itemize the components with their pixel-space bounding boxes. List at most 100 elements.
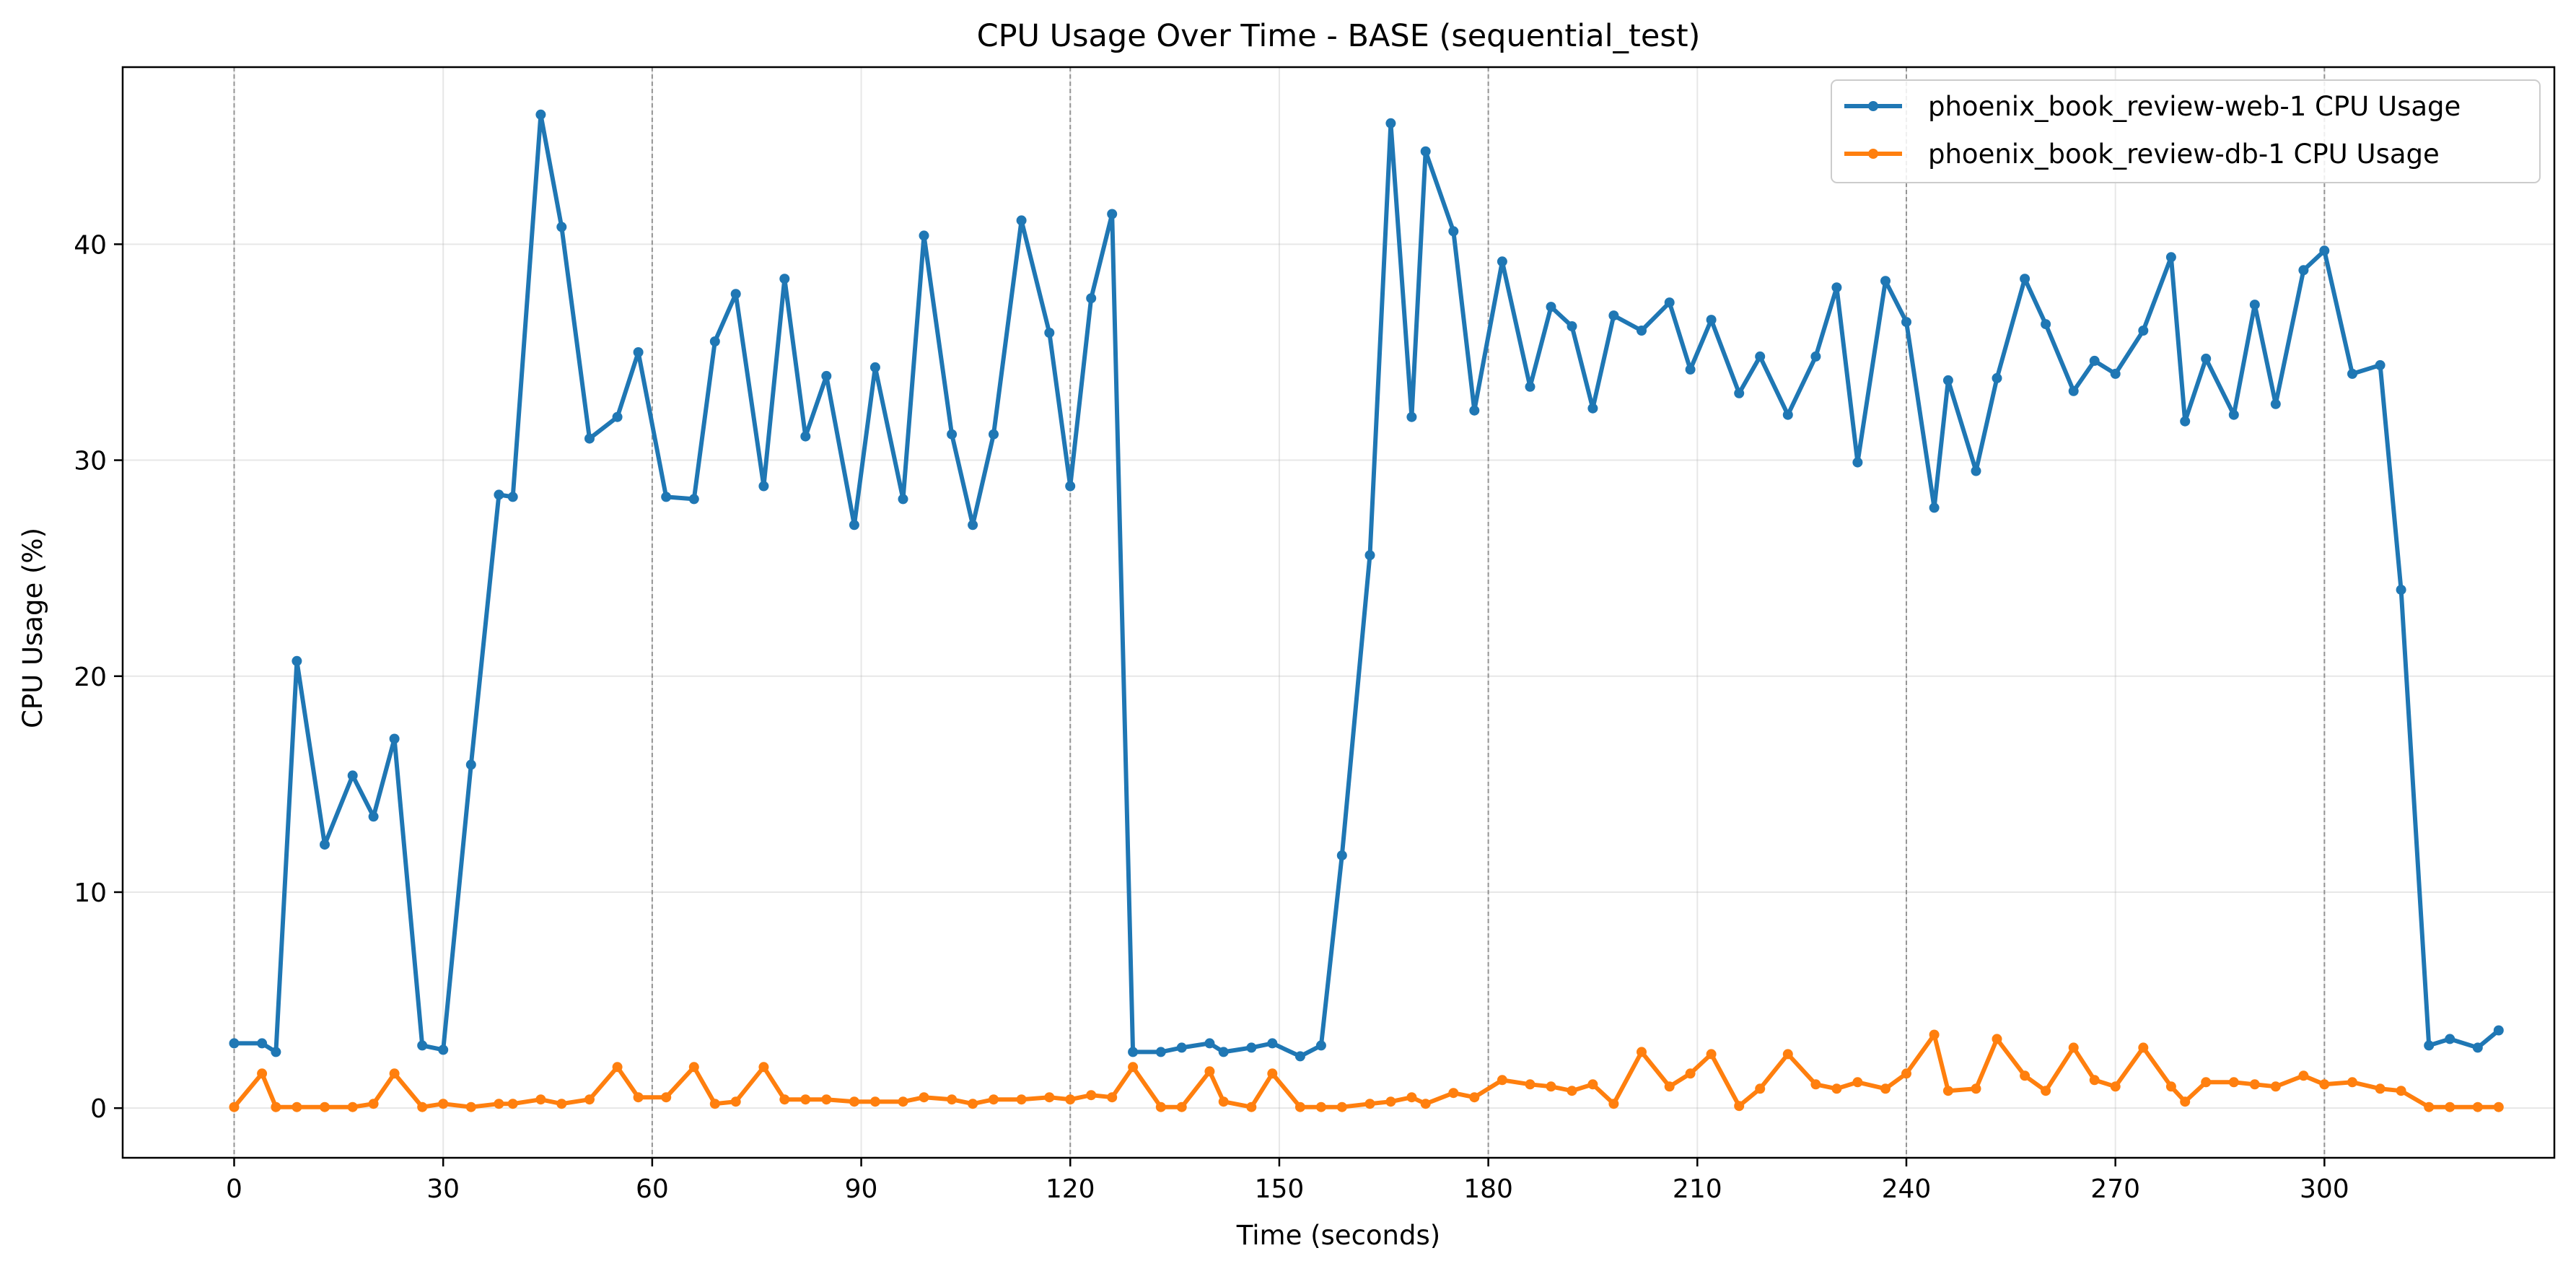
data-point	[633, 1092, 644, 1103]
data-point	[1992, 372, 2002, 383]
data-point	[1204, 1038, 1215, 1049]
y-tick-label: 10	[74, 878, 107, 908]
data-point	[869, 362, 880, 372]
x-tick-label: 180	[1463, 1174, 1513, 1204]
data-point	[1364, 550, 1375, 561]
data-point	[1685, 364, 1696, 375]
data-point	[535, 109, 546, 120]
data-point	[507, 1099, 518, 1109]
data-point	[1810, 351, 1821, 362]
data-point	[1685, 1068, 1696, 1079]
data-point	[1448, 1088, 1459, 1099]
data-point	[730, 289, 741, 300]
data-point	[2424, 1101, 2435, 1112]
y-tick-label: 0	[90, 1094, 107, 1124]
data-point	[2249, 300, 2260, 310]
data-point	[535, 1094, 546, 1105]
data-point	[2445, 1034, 2455, 1044]
legend-marker-web	[1868, 101, 1878, 111]
data-point	[1406, 411, 1417, 422]
data-point	[1469, 405, 1480, 416]
data-point	[2319, 1079, 2330, 1090]
data-point	[1204, 1066, 1215, 1077]
legend-label-web: phoenix_book_review-web-1 CPU Usage	[1928, 91, 2461, 122]
x-tick-label: 60	[636, 1174, 669, 1204]
data-point	[389, 1068, 400, 1079]
data-point	[2089, 355, 2100, 366]
data-point	[1086, 293, 1097, 304]
y-tick-label: 20	[74, 663, 107, 692]
data-point	[229, 1038, 240, 1049]
x-tick-label: 300	[2300, 1174, 2349, 1204]
data-point	[2165, 1081, 2176, 1092]
data-point	[612, 411, 623, 422]
data-point	[1637, 326, 1647, 336]
data-point	[2041, 1086, 2051, 1096]
data-point	[507, 492, 518, 502]
data-point	[1016, 215, 1027, 226]
legend-label-db: phoenix_book_review-db-1 CPU Usage	[1928, 139, 2440, 170]
data-point	[661, 492, 672, 502]
data-point	[1065, 481, 1076, 492]
data-point	[1497, 256, 1507, 267]
data-point	[1315, 1101, 1326, 1112]
data-point	[2138, 326, 2149, 336]
data-point	[1128, 1047, 1139, 1057]
data-point	[1664, 1081, 1675, 1092]
data-point	[1831, 1083, 1842, 1094]
x-tick-label: 210	[1673, 1174, 1722, 1204]
data-point	[919, 230, 929, 241]
data-point	[661, 1092, 672, 1103]
data-point	[1469, 1092, 1480, 1103]
x-tick-label: 30	[426, 1174, 460, 1204]
data-point	[2180, 416, 2191, 427]
data-point	[1706, 1049, 1717, 1060]
data-point	[257, 1068, 268, 1079]
data-point	[1497, 1075, 1507, 1086]
data-point	[1406, 1092, 1417, 1103]
data-point	[1880, 276, 1891, 287]
data-point	[2249, 1079, 2260, 1090]
data-point	[2041, 319, 2051, 330]
data-point	[709, 336, 720, 346]
data-point	[2396, 1086, 2406, 1096]
data-point	[1315, 1040, 1326, 1051]
x-tick-label: 90	[845, 1174, 878, 1204]
data-point	[2020, 1070, 2030, 1081]
data-point	[2319, 245, 2330, 256]
data-point	[1016, 1094, 1027, 1105]
data-point	[1755, 1083, 1766, 1094]
data-point	[1664, 297, 1675, 308]
data-point	[271, 1047, 281, 1057]
data-point	[800, 431, 811, 442]
data-point	[2347, 1077, 2357, 1088]
data-point	[947, 1094, 958, 1105]
plot-area-frame	[121, 66, 2556, 1159]
data-point	[1267, 1068, 1278, 1079]
data-point	[2375, 359, 2386, 370]
data-point	[1246, 1042, 1257, 1053]
data-point	[1294, 1051, 1305, 1062]
data-point	[271, 1101, 281, 1112]
data-point	[347, 1101, 358, 1112]
data-point	[389, 733, 400, 744]
x-axis-label: Time (seconds)	[1236, 1220, 1440, 1251]
y-tick-label: 40	[74, 230, 107, 260]
data-point	[633, 347, 644, 357]
data-point	[709, 1099, 720, 1109]
y-tick-label: 30	[74, 447, 107, 476]
tick-layer: 0 30 60 90 120 150 180 210 240 270 300 0 10 20 30 40	[74, 230, 2349, 1204]
data-point	[292, 655, 302, 666]
data-point	[1734, 1101, 1745, 1112]
data-point	[1420, 146, 1431, 157]
data-point	[1929, 502, 1940, 513]
vline-layer	[233, 67, 2326, 1158]
data-point	[1364, 1099, 1375, 1109]
data-point	[688, 494, 699, 505]
data-point	[2138, 1042, 2149, 1053]
data-point	[849, 1096, 859, 1107]
data-point	[1852, 1077, 1863, 1088]
data-point	[1044, 1092, 1055, 1103]
data-point	[1755, 351, 1766, 362]
